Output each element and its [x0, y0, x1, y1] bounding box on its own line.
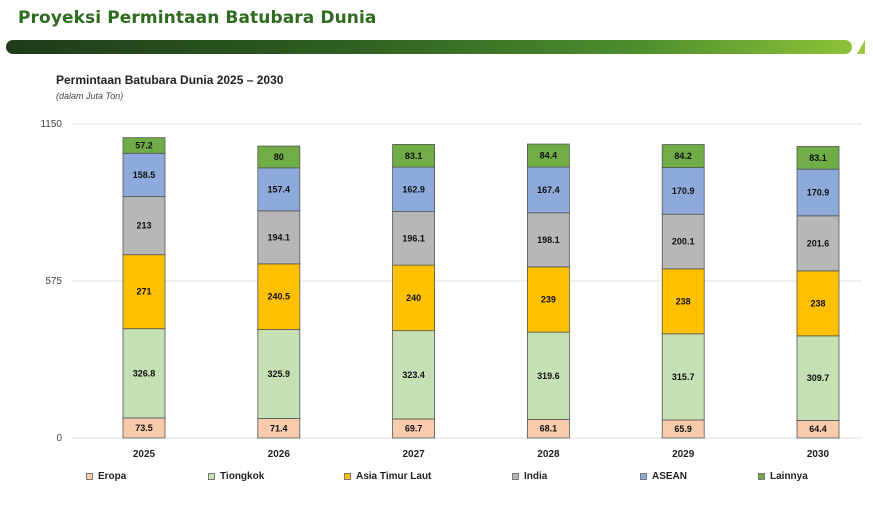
- data-label: 57.2: [135, 140, 153, 150]
- data-label: 315.7: [672, 372, 695, 382]
- legend-label: Eropa: [98, 471, 127, 482]
- data-label: 157.4: [268, 184, 291, 194]
- x-tick-label: 2025: [133, 449, 156, 460]
- y-tick-label: 575: [45, 276, 62, 287]
- legend-item: Tiongkok: [208, 471, 264, 482]
- data-label: 167.4: [537, 185, 560, 195]
- legend-item: Eropa: [86, 471, 126, 482]
- data-label: 158.5: [133, 170, 156, 180]
- data-label: 162.9: [402, 184, 425, 194]
- data-label: 69.7: [405, 423, 423, 433]
- data-label: 196.1: [402, 233, 425, 243]
- data-label: 325.9: [268, 369, 291, 379]
- bar-segment: [661, 144, 705, 168]
- bar-segment: [392, 211, 436, 266]
- bar-segment: [392, 330, 436, 420]
- bar-segment: [122, 254, 166, 330]
- bar-segment: [122, 152, 166, 197]
- legend-swatch: [512, 473, 519, 480]
- x-tick-label: 2030: [807, 449, 830, 460]
- bar-segment: [122, 196, 166, 256]
- x-tick-label: 2026: [268, 449, 291, 460]
- data-label: 309.7: [807, 373, 830, 383]
- data-label: 200.1: [672, 237, 695, 247]
- data-label: 319.6: [537, 371, 560, 381]
- bar-segment: [527, 166, 570, 214]
- data-label: 198.1: [537, 235, 560, 245]
- bar-segment: [122, 328, 166, 419]
- data-label: 238: [810, 298, 825, 308]
- bar-segment: [527, 266, 570, 333]
- legend-label: Asia Timur Laut: [356, 471, 432, 482]
- data-label: 201.6: [807, 238, 830, 248]
- chart-subtitle: (dalam Juta Ton): [56, 91, 124, 101]
- legend-swatch: [208, 473, 215, 480]
- bar-segment: [796, 335, 840, 421]
- bar-segment: [796, 146, 840, 170]
- bar-segment: [527, 331, 570, 420]
- data-label: 83.1: [405, 151, 423, 161]
- data-label: 71.4: [270, 423, 288, 433]
- data-label: 80: [274, 152, 284, 162]
- legend-item: India: [512, 471, 547, 482]
- stacked-bar-chart: 0 575 1150 73.5 326.8 271 213 158.5 57.2 2025 71.4…: [40, 119, 862, 460]
- data-label: 84.4: [540, 151, 558, 161]
- data-label: 240: [406, 293, 421, 303]
- bar-segment: [661, 213, 705, 270]
- data-label: 64.4: [809, 424, 827, 434]
- data-label: 239: [541, 295, 556, 305]
- data-label: 240.5: [268, 292, 291, 302]
- legend-swatch: [86, 473, 93, 480]
- legend-swatch: [640, 473, 647, 480]
- legend-label: Lainnya: [770, 471, 808, 482]
- bar-segment: [527, 212, 570, 268]
- data-label: 271: [136, 287, 151, 297]
- y-tick-label: 1150: [40, 119, 62, 130]
- bar-segment: [257, 263, 301, 330]
- legend-label: ASEAN: [652, 471, 688, 482]
- data-label: 73.5: [135, 423, 153, 433]
- title-bar-accent: [857, 40, 865, 54]
- bar-segment: [392, 264, 436, 332]
- bar-segment: [257, 167, 301, 212]
- bar-segment: [392, 144, 436, 168]
- chart-title: Permintaan Batubara Dunia 2025 – 2030: [56, 73, 284, 87]
- bar-segment: [122, 137, 166, 154]
- bar-segment: [527, 143, 570, 168]
- bar-segment: [257, 210, 301, 265]
- bar-segment: [661, 167, 705, 215]
- legend-swatch: [758, 473, 765, 480]
- data-label: 194.1: [268, 232, 291, 242]
- data-label: 213: [136, 221, 151, 231]
- data-label: 238: [676, 296, 691, 306]
- data-label: 68.1: [540, 424, 558, 434]
- bar-segment: [257, 145, 301, 169]
- data-label: 65.9: [674, 424, 692, 434]
- data-label: 84.2: [674, 151, 692, 161]
- data-label: 83.1: [809, 153, 827, 163]
- data-label: 170.9: [672, 186, 695, 196]
- title-underline-bar: [6, 40, 852, 54]
- data-label: 170.9: [807, 187, 830, 197]
- chart-legend: Eropa Tiongkok Asia Timur Laut India ASEAN La…: [0, 471, 873, 485]
- legend-label: Tiongkok: [220, 471, 265, 482]
- bar-segment: [661, 268, 705, 335]
- y-tick-label: 0: [56, 433, 62, 444]
- legend-label: India: [524, 471, 548, 482]
- x-tick-label: 2029: [672, 449, 695, 460]
- bar-segment: [392, 166, 436, 212]
- legend-item: Asia Timur Laut: [344, 471, 431, 482]
- legend-item: ASEAN: [640, 471, 687, 482]
- page-title: Proyeksi Permintaan Batubara Dunia: [18, 8, 377, 28]
- data-label: 326.8: [133, 368, 156, 378]
- x-tick-label: 2027: [402, 449, 425, 460]
- bar-segment: [796, 270, 840, 337]
- legend-swatch: [344, 473, 351, 480]
- legend-item: Lainnya: [758, 471, 808, 482]
- data-label: 323.4: [402, 370, 425, 380]
- x-tick-label: 2028: [537, 449, 560, 460]
